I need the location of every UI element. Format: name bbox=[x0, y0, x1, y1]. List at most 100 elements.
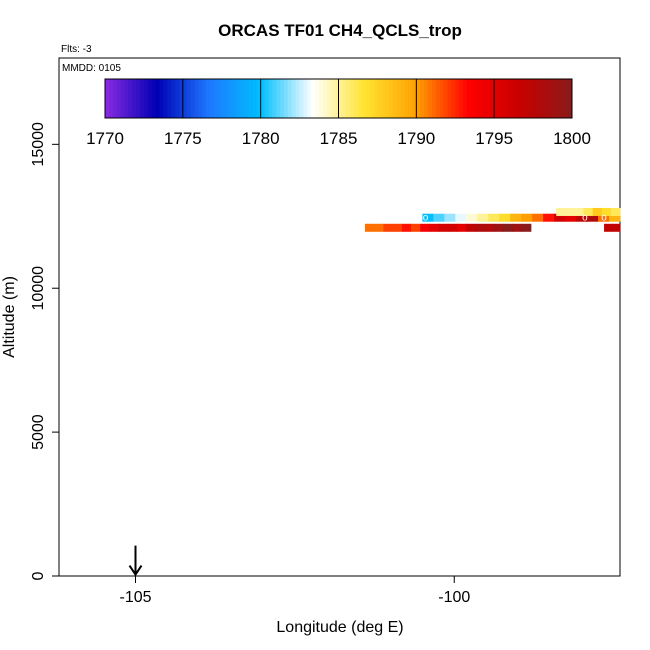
colorbar-tick-label: 1770 bbox=[86, 129, 124, 148]
data-cell bbox=[543, 213, 555, 222]
colorbar-swatch bbox=[268, 79, 273, 118]
colorbar-swatch bbox=[112, 79, 118, 118]
colorbar-swatch bbox=[346, 79, 351, 118]
data-cell bbox=[488, 213, 500, 222]
data-cell bbox=[429, 223, 440, 232]
colorbar-swatch bbox=[307, 79, 312, 118]
plot-frame bbox=[58, 57, 621, 577]
colorbar-swatch bbox=[486, 79, 491, 118]
colorbar-swatch bbox=[186, 79, 192, 118]
data-cell bbox=[422, 213, 434, 222]
colorbar-swatch bbox=[287, 79, 293, 118]
data-cell bbox=[521, 223, 532, 232]
colorbar-swatch bbox=[381, 79, 386, 118]
data-cell bbox=[444, 213, 456, 222]
data-cell bbox=[592, 207, 603, 216]
colorbar-swatch bbox=[159, 79, 164, 118]
data-cell bbox=[609, 213, 621, 222]
takeoff-arrow-icon bbox=[128, 545, 143, 577]
colorbar-swatch bbox=[276, 79, 281, 118]
colorbar-swatch bbox=[463, 79, 468, 118]
date-note: MMDD: 0105 bbox=[62, 63, 121, 74]
data-cell bbox=[565, 207, 576, 216]
colorbar-tick-label: 1800 bbox=[553, 129, 591, 148]
colorbar-swatch bbox=[143, 79, 149, 118]
colorbar-swatch bbox=[233, 79, 238, 118]
colorbar-swatch bbox=[330, 79, 336, 118]
colorbar-tick-label: 1780 bbox=[242, 129, 280, 148]
x-tick-label: -105 bbox=[119, 589, 151, 606]
colorbar-swatch bbox=[163, 79, 168, 118]
data-cell bbox=[576, 213, 588, 222]
colorbar-swatch bbox=[400, 79, 406, 118]
data-cell bbox=[583, 207, 594, 216]
data-cell bbox=[503, 223, 513, 232]
colorbar-swatch bbox=[155, 79, 160, 118]
colorbar-swatch bbox=[431, 79, 437, 118]
colorbar-swatch bbox=[443, 79, 448, 118]
colorbar-swatch bbox=[564, 79, 569, 118]
colorbar-swatch bbox=[147, 79, 153, 118]
y-tick-label: 5000 bbox=[30, 414, 47, 450]
chart-title: ORCAS TF01 CH4_QCLS_trop bbox=[218, 21, 462, 40]
y-tick-label: 10000 bbox=[30, 266, 47, 311]
y-axis-label: Altitude (m) bbox=[1, 276, 18, 358]
colorbar: 1770 1775 1780 1785 1790 1795 1800 bbox=[86, 78, 591, 148]
colorbar-swatch bbox=[256, 79, 262, 118]
data-cell bbox=[383, 223, 394, 232]
colorbar-swatch bbox=[326, 79, 332, 118]
colorbar-swatch bbox=[182, 79, 188, 118]
colorbar-swatch bbox=[568, 79, 573, 118]
colorbar-swatch bbox=[206, 79, 211, 118]
colorbar-swatch bbox=[280, 79, 285, 118]
colorbar-swatch bbox=[116, 79, 122, 118]
colorbar-swatch bbox=[474, 79, 480, 118]
colorbar-tick-label: 1785 bbox=[320, 129, 358, 148]
colorbar-swatch bbox=[420, 79, 425, 118]
data-cell bbox=[457, 223, 467, 232]
colorbar-swatch bbox=[540, 79, 546, 118]
point-marker: o bbox=[582, 213, 588, 224]
data-cell bbox=[493, 223, 504, 232]
colorbar-swatch bbox=[350, 79, 355, 118]
colorbar-swatch bbox=[424, 79, 429, 118]
data-cell bbox=[601, 207, 612, 216]
colorbar-swatch bbox=[408, 79, 413, 118]
colorbar-swatch bbox=[105, 79, 110, 118]
colorbar-swatch bbox=[552, 79, 557, 118]
x-tick-label: -100 bbox=[438, 589, 470, 606]
colorbar-swatch bbox=[513, 79, 519, 118]
colorbar-swatch bbox=[295, 79, 301, 118]
colorbar-swatch bbox=[361, 79, 367, 118]
colorbar-swatch bbox=[416, 79, 421, 118]
point-marker: o bbox=[423, 213, 429, 224]
colorbar-swatch bbox=[529, 79, 534, 118]
data-cell bbox=[477, 213, 489, 222]
colorbar-swatch bbox=[478, 79, 483, 118]
colorbar-swatch bbox=[299, 79, 304, 118]
data-cell bbox=[598, 213, 610, 222]
colorbar-swatch bbox=[357, 79, 363, 118]
colorbar-swatch bbox=[272, 79, 277, 118]
colorbar-swatch bbox=[264, 79, 269, 118]
colorbar-swatch bbox=[385, 79, 390, 118]
colorbar-swatch bbox=[544, 79, 550, 118]
colorbar-swatch bbox=[490, 79, 495, 118]
data-cell bbox=[532, 213, 544, 222]
colorbar-swatch bbox=[548, 79, 554, 118]
colorbar-tick-label: 1790 bbox=[397, 129, 435, 148]
colorbar-swatch bbox=[498, 79, 503, 118]
colorbar-swatch bbox=[108, 79, 114, 118]
colorbar-swatch bbox=[521, 79, 526, 118]
data-cell bbox=[610, 207, 621, 216]
colorbar-swatch bbox=[560, 79, 565, 118]
colorbar-swatch bbox=[428, 79, 433, 118]
colorbar-swatch bbox=[455, 79, 460, 118]
colorbar-swatch bbox=[237, 79, 242, 118]
colorbar-swatch bbox=[210, 79, 215, 118]
colorbar-swatch bbox=[322, 79, 328, 118]
colorbar-swatch bbox=[470, 79, 476, 118]
colorbar-swatch bbox=[124, 79, 129, 118]
data-cell bbox=[556, 207, 566, 216]
colorbar-swatch bbox=[319, 79, 324, 118]
